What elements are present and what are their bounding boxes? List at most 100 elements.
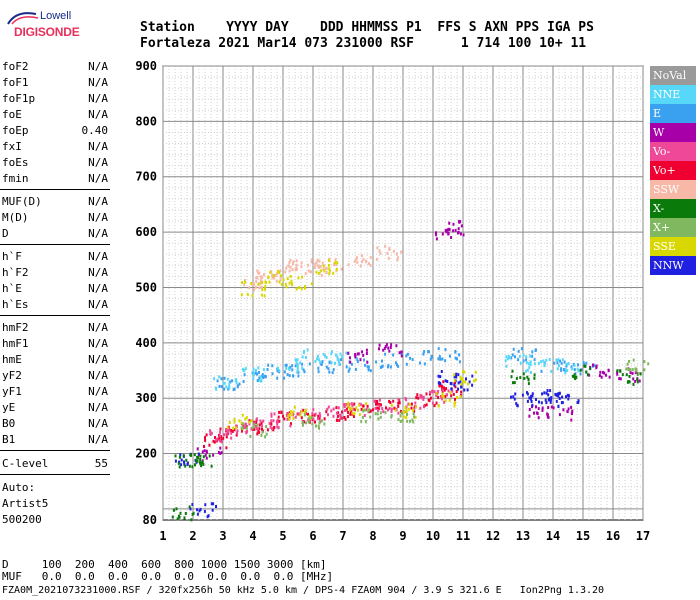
echo-pixel [449,354,451,358]
echo-pixel [308,414,311,418]
param-name: hmE [2,353,22,366]
echo-pixel [537,407,540,411]
echo-pixel [263,294,266,298]
echo-pixel [290,422,292,426]
echo-pixel [544,362,546,366]
echo-pixel [212,453,215,457]
echo-pixel [216,379,219,383]
echo-pixel [304,272,307,276]
echo-pixel [282,278,285,282]
echo-pixel [384,345,387,348]
echo-pixel [422,395,425,399]
footer-muf-line: MUF 0.0 0.0 0.0 0.0 0.0 0.0 0.0 0.0 [MHz… [2,570,334,583]
echo-pixel [381,365,384,369]
echo-pixel [451,389,454,393]
x-tick-label: 12 [486,529,500,543]
echo-pixel [250,282,253,285]
echo-pixel [255,417,258,421]
echo-pixel [288,374,291,378]
echo-pixel [343,402,346,406]
echo-pixel [422,352,425,356]
echo-pixel [397,401,400,405]
echo-pixel [387,346,390,350]
echo-pixel [414,415,417,419]
logo-swoosh-icon [7,12,39,25]
echo-pixel [335,353,337,357]
echo-pixel [321,261,324,265]
echo-pixel [227,430,230,434]
echo-pixel [322,352,325,356]
echo-pixel [527,377,530,381]
echo-pixel [535,405,537,409]
y-tick-label: 200 [135,447,157,461]
echo-pixel [647,362,650,366]
echo-pixel [279,269,282,273]
echo-pixel [303,370,306,374]
echo-pixel [448,221,451,225]
echo-pixel [256,269,259,273]
echo-pixel [323,422,326,426]
echo-pixel [267,363,270,367]
echo-pixel [188,505,191,509]
echo-pixel [443,386,445,390]
echo-pixel [276,376,279,380]
echo-pixel [300,416,303,420]
echo-pixel [288,269,291,273]
echo-pixel [473,379,476,383]
echo-pixel [510,375,513,379]
param-value: N/A [88,108,108,121]
x-tick-label: 3 [219,529,226,543]
echo-pixel [301,362,304,366]
echo-pixel [301,355,304,359]
echo-pixel [455,375,458,379]
echo-pixel [242,426,244,430]
echo-pixel [559,359,561,363]
echo-pixel [252,425,255,429]
echo-pixel [290,413,293,417]
echo-pixel [244,367,247,370]
echo-pixel [523,376,526,380]
echo-pixel [452,222,455,226]
echo-pixel [530,394,533,398]
echo-pixel [196,447,199,451]
param-row-fmin: fmin N/A [2,172,110,186]
echo-pixel [260,433,263,437]
echo-pixel [332,368,335,372]
echo-point-w [347,348,369,364]
echo-pixel [336,414,339,418]
echo-point-sse [390,403,418,419]
echo-pixel [297,374,300,378]
echo-pixel [186,463,189,466]
echo-pixel [350,402,353,406]
param-value: N/A [88,92,108,105]
echo-pixel [253,288,256,292]
echo-pixel [277,270,279,274]
echo-pixel [592,363,594,367]
echo-pixel [340,267,343,271]
echo-pixel [288,281,291,285]
echo-point-x- [188,453,213,468]
echo-pixel [364,420,367,424]
echo-pixel [238,382,241,386]
echo-pixel [526,399,529,403]
echo-pixel [296,365,299,369]
echo-pixel [351,411,354,415]
echo-point-nne [330,350,358,366]
echo-pixel [626,380,629,384]
echo-pixel [295,259,298,263]
echo-pixel [334,361,336,365]
autoscale-info-line: Artist5 [2,497,49,510]
echo-pixel [416,393,419,397]
echo-pixel [336,355,339,359]
echo-pixel [262,273,265,277]
echo-pixel [455,390,458,393]
echo-pixel [457,381,460,385]
echo-pixel [270,419,273,423]
echo-pixel [388,407,391,410]
echo-pixel [309,418,312,422]
echo-pixel [621,373,624,377]
echo-pixel [463,370,466,374]
echo-pixel [515,402,518,406]
param-value: N/A [88,60,108,73]
echo-pixel [440,370,443,373]
